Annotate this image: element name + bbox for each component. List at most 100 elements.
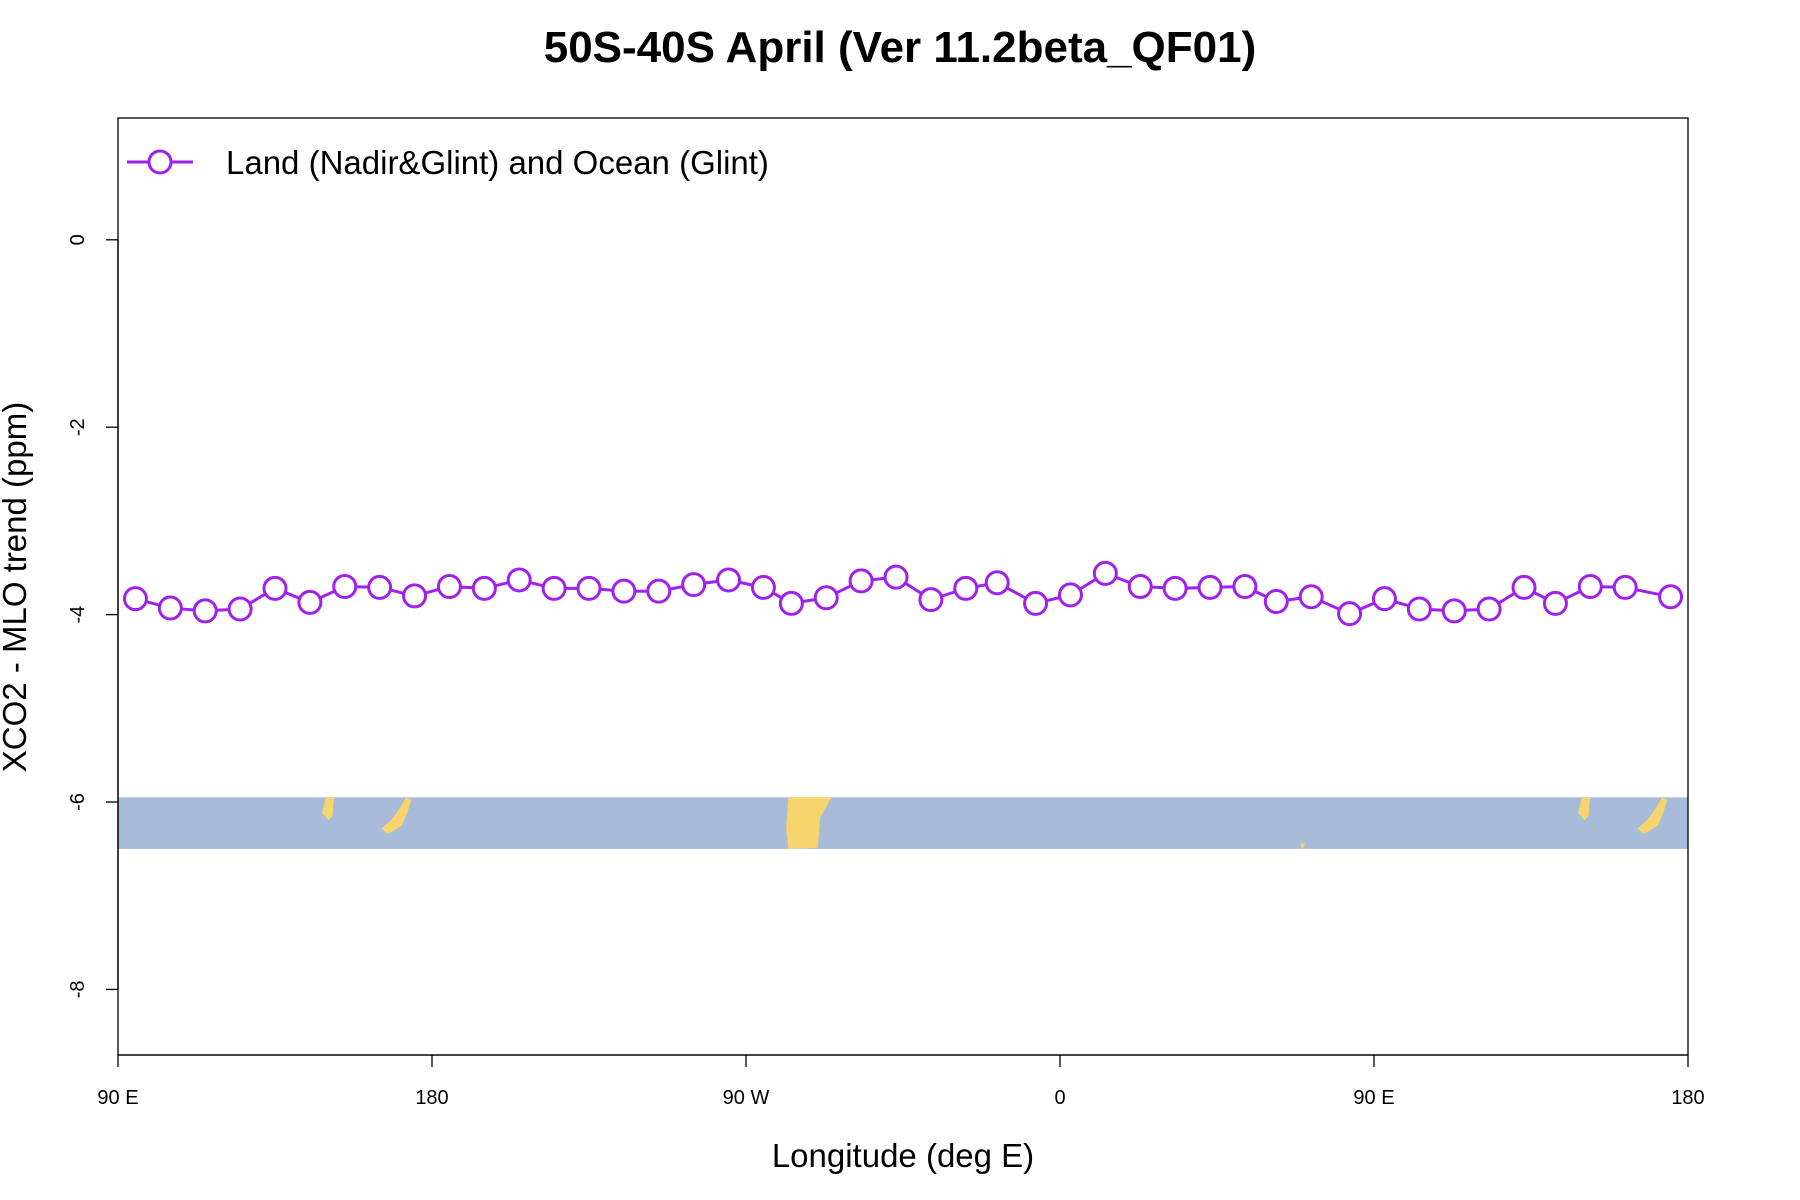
data-point — [1476, 596, 1502, 622]
data-point — [227, 596, 253, 622]
series-line-segment — [1533, 591, 1547, 600]
series-line-segment — [1359, 601, 1375, 611]
new-zealand-land-2 — [1637, 797, 1668, 835]
series-line-segment — [284, 591, 301, 600]
x-tick-label: 90 E — [97, 1087, 138, 1109]
series-line-segment — [772, 591, 783, 600]
series-line-segment — [529, 581, 544, 588]
data-point — [984, 570, 1010, 596]
series-line-segment — [1045, 596, 1061, 603]
data-point — [1612, 574, 1638, 600]
series-layer — [122, 560, 1684, 627]
data-point — [813, 585, 839, 611]
data-point — [1263, 588, 1289, 614]
data-point — [506, 567, 532, 593]
data-point — [646, 578, 672, 604]
x-tick-label: 90 E — [1353, 1087, 1394, 1109]
data-point — [1197, 574, 1223, 600]
series-line-segment — [704, 579, 718, 585]
x-tick-label: 180 — [415, 1087, 448, 1109]
series-line-segment — [1465, 608, 1479, 612]
data-point — [1127, 574, 1153, 599]
series-line-segment — [1394, 600, 1410, 608]
series-line-segment — [1635, 588, 1661, 597]
data-point — [1232, 574, 1258, 599]
data-point — [716, 567, 742, 593]
data-point — [1298, 584, 1324, 610]
series-line-segment — [216, 608, 230, 612]
series-line-segment — [460, 585, 474, 590]
y-tick-label: 0 — [67, 234, 89, 245]
tasmania-land-2 — [1578, 797, 1590, 821]
series-line-segment — [424, 587, 440, 595]
marion-island-land — [1299, 843, 1306, 849]
data-point — [611, 578, 637, 604]
data-point — [157, 595, 183, 621]
data-point — [883, 564, 909, 590]
data-point — [1406, 596, 1432, 622]
data-point — [576, 575, 602, 601]
series-line-segment — [1497, 591, 1516, 605]
series-line-segment — [319, 589, 336, 600]
series-line-segment — [599, 587, 614, 592]
series-line-segment — [1564, 589, 1582, 600]
series-line-segment — [871, 576, 886, 582]
data-point — [918, 587, 944, 613]
data-point — [471, 575, 497, 601]
plot-area — [117, 117, 1689, 1056]
x-tick-label: 0 — [1054, 1087, 1065, 1109]
series-line-segment — [1320, 599, 1341, 611]
data-point — [192, 598, 218, 624]
data-point — [1441, 598, 1467, 624]
legend-label: Land (Nadir&Glint) and Ocean (Glint) — [226, 144, 769, 181]
series-line-segment — [248, 592, 267, 605]
series-line-segment — [940, 590, 956, 598]
data-point — [541, 575, 567, 601]
chart-title: 50S-40S April (Ver 11.2beta_QF01) — [544, 23, 1257, 72]
south-america-land — [786, 797, 832, 849]
data-point — [1057, 582, 1083, 608]
series-line-segment — [669, 585, 684, 591]
data-point — [953, 575, 979, 601]
data-point — [1511, 574, 1537, 600]
series-line-segment — [1115, 575, 1131, 585]
data-point — [297, 589, 323, 615]
series-line-segment — [976, 583, 987, 588]
data-point — [1162, 575, 1188, 601]
map-strip — [118, 797, 1688, 849]
series-line-segment — [738, 580, 754, 587]
tasmania-land — [322, 797, 334, 821]
series-line-segment — [1151, 585, 1165, 590]
series-line-segment — [145, 600, 161, 607]
data-point — [1023, 590, 1049, 616]
data-point — [750, 574, 776, 600]
series-line-segment — [181, 607, 195, 612]
x-axis: 90 E 180 90 W 0 90 E 180 — [97, 1054, 1705, 1109]
series-line-segment — [1430, 608, 1444, 612]
y-tick-label: -4 — [67, 606, 89, 624]
series-line-segment — [390, 588, 405, 595]
series-line-segment — [1006, 586, 1027, 600]
data-point — [332, 574, 358, 599]
series-line-segment — [494, 581, 509, 588]
series-line-segment — [1254, 589, 1268, 599]
new-zealand-land — [381, 797, 412, 835]
x-tick-label: 90 W — [723, 1087, 770, 1109]
data-point — [402, 583, 428, 609]
data-point — [436, 574, 462, 599]
y-tick-label: -2 — [67, 418, 89, 436]
data-point — [778, 590, 804, 616]
series-line-segment — [801, 598, 816, 604]
data-point — [848, 568, 874, 594]
data-point — [367, 574, 393, 600]
y-axis: 0 -2 -4 -6 -8 — [67, 234, 119, 998]
x-axis-label: Longitude (deg E) — [772, 1137, 1034, 1174]
data-point — [1371, 586, 1397, 612]
data-point — [1658, 584, 1684, 610]
data-point — [681, 572, 707, 598]
series-line-segment — [1079, 577, 1097, 591]
series-line-segment — [835, 584, 852, 595]
x-tick-label: 180 — [1671, 1087, 1704, 1109]
ocean-band — [118, 797, 1688, 849]
